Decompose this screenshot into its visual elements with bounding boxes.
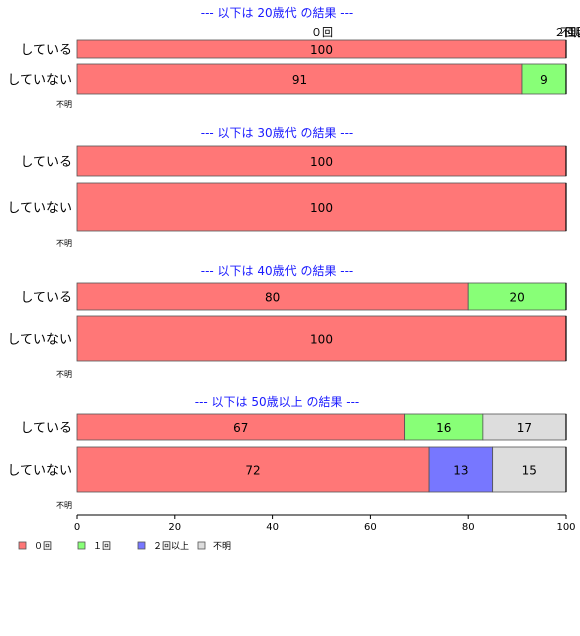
legend-swatch	[18, 541, 27, 550]
bar-segment	[76, 413, 406, 441]
bar-segment	[76, 145, 567, 177]
row-label: していない	[7, 73, 72, 88]
legend-swatch	[77, 541, 86, 550]
data-label: 91	[292, 73, 307, 87]
bar-segment	[492, 446, 567, 493]
panel-title: --- 以下は 30歳代 の結果 ---	[201, 126, 354, 140]
data-label: 100	[310, 43, 333, 57]
row-label: 不明	[56, 239, 72, 248]
bar-segment	[521, 63, 567, 95]
data-label: 67	[233, 421, 248, 435]
row-label: している	[20, 43, 72, 58]
data-label: 16	[436, 421, 451, 435]
legend-swatch	[137, 541, 146, 550]
data-label: 100	[310, 333, 333, 347]
row-label: していない	[7, 464, 72, 479]
bar-segment	[76, 315, 567, 362]
row-label: していない	[7, 333, 72, 348]
bar-segment	[467, 282, 567, 311]
x-tick-label: 40	[266, 522, 279, 533]
row-label: していない	[7, 201, 72, 216]
data-label: 100	[310, 201, 333, 215]
x-tick-label: 20	[168, 522, 181, 533]
legend-swatch	[197, 541, 206, 550]
top-label-3: １回	[566, 26, 580, 39]
legend-label: １回	[93, 541, 111, 552]
top-label-2: 不明	[560, 26, 580, 39]
x-tick-label: 80	[462, 522, 475, 533]
panel-title: --- 以下は 20歳代 の結果 ---	[201, 6, 354, 20]
x-tick-label: 100	[556, 522, 575, 533]
row-label: 不明	[56, 100, 72, 109]
x-tick-label: 60	[364, 522, 377, 533]
x-tick-label: 0	[74, 522, 80, 533]
data-label: 17	[517, 421, 532, 435]
data-label: 80	[265, 291, 280, 305]
bar-segment	[482, 413, 567, 441]
bar-segment	[76, 182, 567, 232]
panel-title: --- 以下は 40歳代 の結果 ---	[201, 264, 354, 278]
row-label: 不明	[56, 501, 72, 510]
bar-segment	[76, 63, 523, 95]
top-label-1: ２回以上	[554, 26, 580, 39]
legend-label: ０回	[34, 541, 52, 552]
row-label: している	[20, 421, 72, 436]
legend-label: ２回以上	[153, 541, 189, 552]
row-label: している	[20, 155, 72, 170]
panel-title: --- 以下は 50歳以上 の結果 ---	[195, 395, 360, 409]
top-label-0: ０回	[311, 26, 333, 39]
data-label: 20	[509, 291, 524, 305]
legend-label: 不明	[213, 541, 231, 552]
bar-segment	[428, 446, 494, 493]
data-label: 9	[540, 73, 548, 87]
data-label: 13	[453, 464, 468, 478]
data-label: 72	[245, 464, 260, 478]
row-label: している	[20, 291, 72, 306]
data-label: 15	[522, 464, 537, 478]
data-label: 100	[310, 155, 333, 169]
bar-segment	[76, 282, 469, 311]
row-label: 不明	[56, 370, 72, 379]
